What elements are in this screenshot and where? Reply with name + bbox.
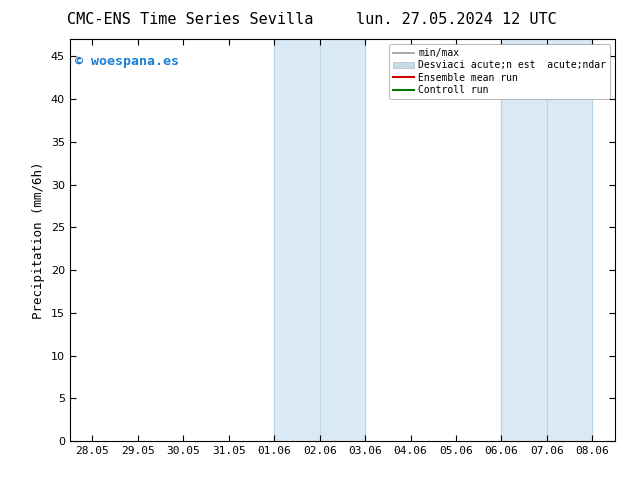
Bar <box>274 39 365 441</box>
Y-axis label: Precipitation (mm/6h): Precipitation (mm/6h) <box>32 161 45 319</box>
Text: lun. 27.05.2024 12 UTC: lun. 27.05.2024 12 UTC <box>356 12 557 27</box>
Bar <box>501 39 592 441</box>
Text: © woespana.es: © woespana.es <box>75 55 179 68</box>
Text: CMC-ENS Time Series Sevilla: CMC-ENS Time Series Sevilla <box>67 12 313 27</box>
Legend: min/max, Desviaci acute;n est  acute;ndar, Ensemble mean run, Controll run: min/max, Desviaci acute;n est acute;ndar… <box>389 44 610 99</box>
